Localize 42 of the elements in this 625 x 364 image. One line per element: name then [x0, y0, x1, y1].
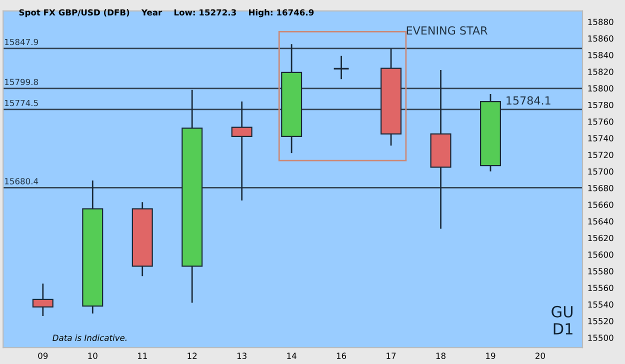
- y-tick-label: 15800: [588, 85, 614, 92]
- y-tick-label: 15780: [588, 102, 614, 108]
- x-tick-label: 10: [88, 352, 98, 359]
- annotation: GU D1: [552, 306, 572, 334]
- y-tick-label: 15860: [588, 35, 614, 42]
- annotation: EVENING STAR: [406, 26, 488, 35]
- x-tick-label: 17: [386, 352, 396, 359]
- ref-line-label: 15799.8: [5, 78, 38, 86]
- x-tick-label: 16: [336, 352, 346, 359]
- candlestick: [32, 282, 54, 317]
- x-tick-label: 18: [436, 352, 446, 359]
- y-tick-label: 15680: [588, 184, 614, 192]
- y-tick-label: 15500: [588, 334, 614, 341]
- y-tick-label: 15820: [588, 68, 614, 75]
- x-tick-label: 13: [237, 352, 246, 359]
- ref-line-label: 15774.5: [5, 100, 38, 106]
- ref-line-label: 15847.9: [5, 38, 38, 46]
- y-tick-label: 15640: [588, 218, 614, 225]
- y-tick-label: 15700: [588, 168, 614, 175]
- annotation: 15784.1: [506, 96, 550, 105]
- ref-line-label: 15680.4: [5, 178, 38, 184]
- y-tick-label: 15620: [588, 234, 614, 242]
- x-tick-label: 11: [138, 352, 147, 359]
- y-tick-label: 15740: [588, 135, 614, 142]
- x-tick-label: 19: [486, 352, 496, 359]
- annotation: Data is Indicative.: [52, 334, 126, 341]
- candlestick: [231, 100, 252, 202]
- y-tick-label: 15880: [588, 18, 614, 26]
- y-tick-label: 15540: [588, 301, 614, 308]
- x-tick-label: 09: [38, 352, 48, 359]
- y-tick-label: 15520: [588, 318, 614, 324]
- chart-title: Spot FX GBP/USD (DFB) Year Low: 15272.3 High: 16746.9: [19, 9, 314, 18]
- y-tick-label: 15720: [588, 152, 614, 158]
- y-tick-label: 15660: [588, 202, 614, 208]
- y-tick-label: 15560: [588, 284, 614, 292]
- x-tick-label: 20: [536, 352, 545, 359]
- x-tick-label: 12: [188, 352, 197, 359]
- x-tick-label: 14: [287, 352, 296, 359]
- y-tick-label: 15840: [588, 52, 614, 58]
- y-tick-label: 15580: [588, 268, 614, 274]
- y-tick-label: 15600: [588, 251, 614, 258]
- y-tick-label: 15760: [588, 118, 614, 125]
